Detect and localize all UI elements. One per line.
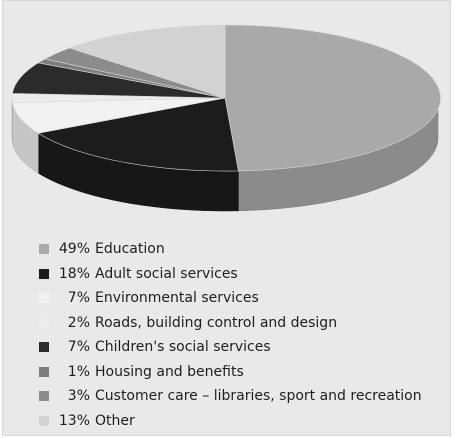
legend-label: Roads, building control and design [95,314,338,331]
pie-chart [11,24,441,212]
pie-slice-7 [68,24,226,99]
legend-percent: 3% [67,388,90,405]
legend-swatch [39,244,49,255]
legend-swatch [39,293,49,304]
legend-swatch [39,268,49,279]
legend-item: 3% Customer care – libraries, sport and r… [39,384,422,409]
pie-slice-0 [224,24,441,172]
legend-item: 49% Education [39,237,422,262]
legend-percent: 13% [58,412,90,429]
legend-percent: 1% [67,363,90,380]
legend-swatch [39,415,49,426]
legend-label: Customer care – libraries, sport and rec… [95,388,422,405]
legend-swatch [39,342,49,353]
legend-item: 2% Roads, building control and design [39,311,422,336]
legend-swatch [39,391,49,402]
legend-item: 7% Environmental services [39,286,422,311]
chart-legend: 49% Education 18% Adult social services 7% En… [39,237,422,433]
legend-percent: 2% [67,314,90,331]
legend-item: 13% Other [39,409,422,434]
legend-percent: 18% [58,265,90,282]
legend-item: 18% Adult social services [39,262,422,287]
legend-percent: 7% [67,339,90,356]
legend-item: 1% Housing and benefits [39,360,422,385]
legend-percent: 7% [67,290,90,307]
legend-label: Education [95,241,165,258]
legend-swatch [39,317,49,328]
legend-label: Other [95,412,135,429]
legend-label: Children's social services [95,339,271,356]
legend-item: 7% Children's social services [39,335,422,360]
legend-percent: 49% [58,241,90,258]
legend-label: Environmental services [95,290,259,307]
legend-swatch [39,366,49,377]
legend-label: Adult social services [95,265,238,282]
pie-slice-1 [37,97,239,172]
legend-label: Housing and benefits [95,363,244,380]
